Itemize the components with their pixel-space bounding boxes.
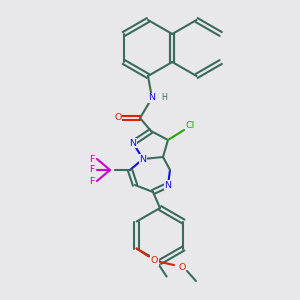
Text: O: O (178, 262, 186, 272)
Text: N: N (148, 94, 155, 103)
Text: F: F (89, 176, 95, 185)
Text: N: N (130, 139, 136, 148)
Text: N: N (164, 181, 172, 190)
Text: F: F (89, 154, 95, 164)
Text: N: N (140, 154, 146, 164)
Text: O: O (114, 113, 122, 122)
Text: H: H (161, 92, 167, 101)
Text: Cl: Cl (185, 122, 195, 130)
Text: O: O (151, 256, 158, 265)
Text: F: F (89, 166, 95, 175)
